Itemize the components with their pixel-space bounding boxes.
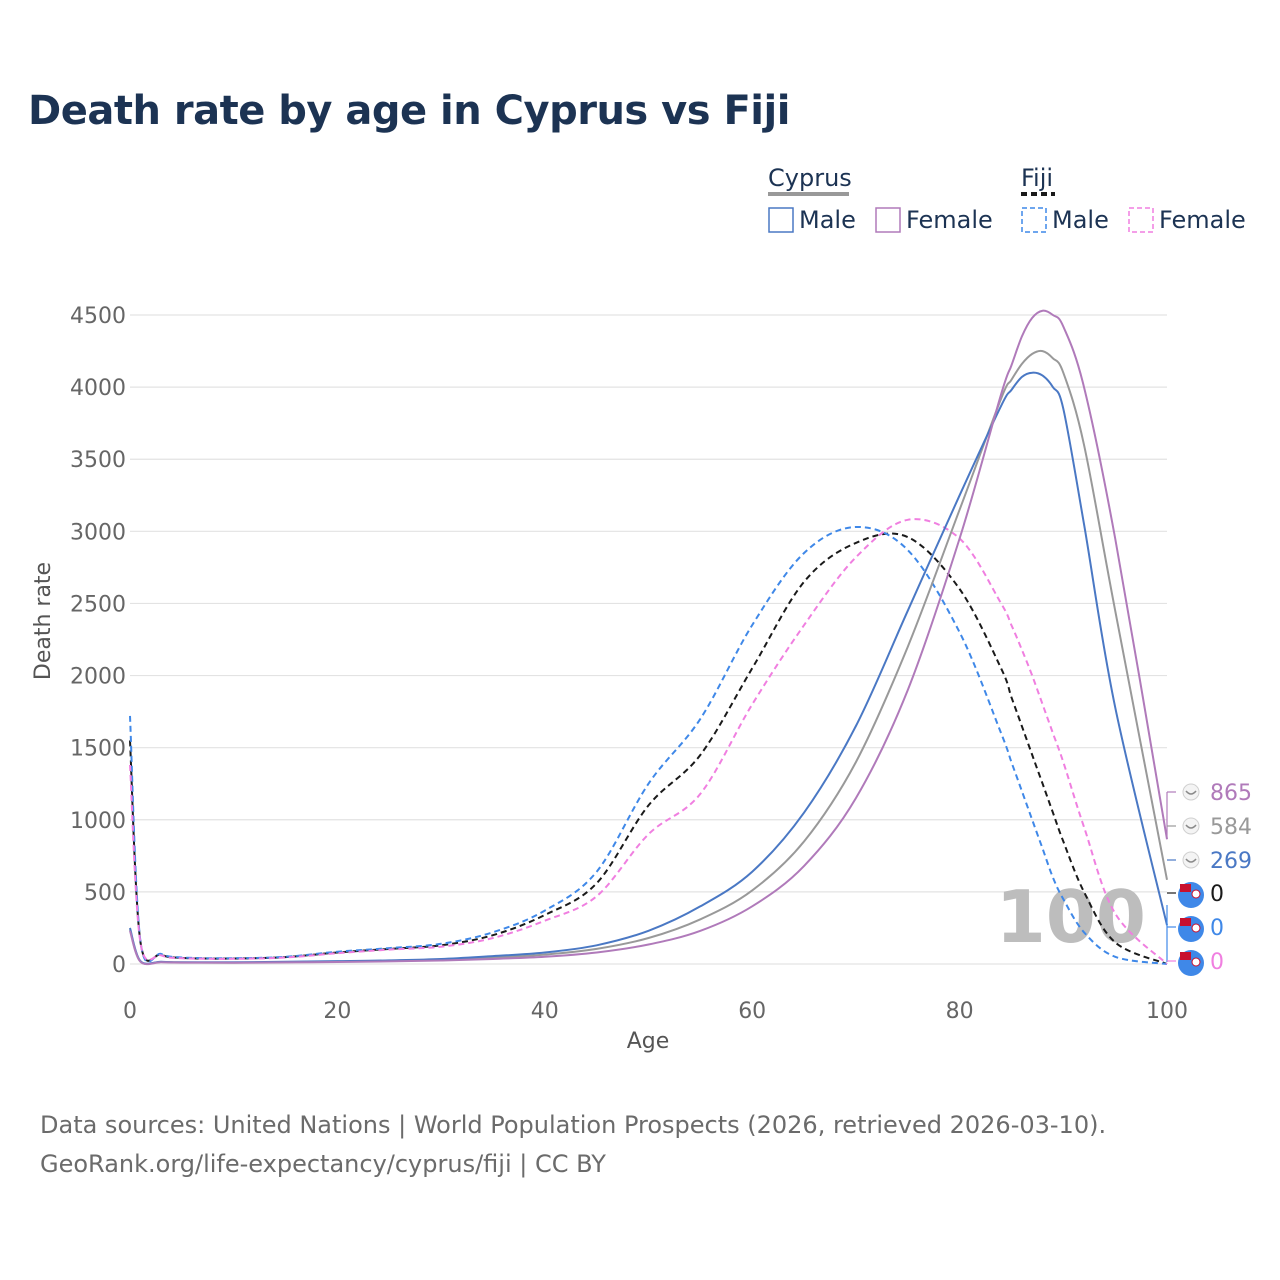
- y-tick-label: 1000: [70, 809, 126, 834]
- legend-swatch-cyprus-female[interactable]: [875, 207, 901, 233]
- legend-label-fiji-male[interactable]: Male: [1052, 206, 1109, 234]
- legend-swatch-fiji-male[interactable]: [1021, 207, 1047, 233]
- fiji-flag-icon: [1178, 916, 1204, 942]
- cyprus-flag-icon: [1182, 783, 1200, 801]
- legend-group-cyprus[interactable]: Cyprus: [768, 164, 852, 192]
- footer-source: Data sources: United Nations | World Pop…: [40, 1111, 1107, 1139]
- chart-area: Cyprus Male Female Fiji Male Female 0 500…: [31, 164, 1252, 1054]
- y-tick-label: 3000: [70, 520, 126, 545]
- chart-title: Death rate by age in Cyprus vs Fiji: [28, 88, 790, 134]
- legend-label-cyprus-female[interactable]: Female: [906, 206, 993, 234]
- end-label: 865: [1210, 781, 1252, 806]
- x-tick-label: 40: [531, 999, 559, 1024]
- end-label: 0: [1210, 916, 1224, 941]
- series-line-cyprus-total[interactable]: [129, 349, 1168, 965]
- series-line-fiji-total[interactable]: [129, 532, 1168, 965]
- legend-group-fiji[interactable]: Fiji: [1021, 164, 1053, 192]
- end-label: 269: [1210, 849, 1252, 874]
- y-tick-label: 4000: [70, 376, 126, 401]
- legend-label-fiji-female[interactable]: Female: [1159, 206, 1246, 234]
- legend-label-cyprus-male[interactable]: Male: [799, 206, 856, 234]
- end-label: 0: [1210, 950, 1224, 975]
- x-tick-label: 60: [738, 999, 766, 1024]
- fiji-flag-icon: [1178, 950, 1204, 976]
- y-tick-label: 4500: [70, 304, 126, 329]
- y-tick-label: 3500: [70, 448, 126, 473]
- x-axis-label: Age: [627, 1029, 670, 1054]
- footer-link[interactable]: GeoRank.org/life-expectancy/cyprus/fiji …: [40, 1150, 606, 1178]
- y-tick-label: 2500: [70, 592, 126, 617]
- y-tick-label: 1500: [70, 737, 126, 762]
- legend-swatch-cyprus-male[interactable]: [768, 207, 794, 233]
- gridlines: [130, 314, 1167, 965]
- x-axis-ticks: 0 20 40 60 80 100: [123, 999, 1188, 1024]
- end-label: 584: [1210, 815, 1252, 840]
- x-tick-label: 20: [323, 999, 351, 1024]
- footer: Data sources: United Nations | World Pop…: [40, 1106, 1106, 1184]
- age-overlay: 100: [996, 875, 1146, 959]
- legend-swatch-fiji-female[interactable]: [1128, 207, 1154, 233]
- legend: Cyprus Male Female Fiji Male Female: [768, 164, 1246, 234]
- y-tick-label: 500: [84, 881, 126, 906]
- x-tick-label: 0: [123, 999, 137, 1024]
- cyprus-flag-icon: [1182, 817, 1200, 835]
- series-lines: [129, 309, 1168, 966]
- cyprus-flag-icon: [1182, 851, 1200, 869]
- y-axis-ticks: 0 500 1000 1500 2000 2500 3000 3500 4000 4500: [70, 304, 126, 978]
- end-labels: 865 584 269 0 0 0: [1166, 781, 1252, 976]
- y-tick-label: 2000: [70, 665, 126, 690]
- y-tick-label: 0: [112, 953, 126, 978]
- series-line-cyprus-female[interactable]: [129, 309, 1168, 966]
- x-tick-label: 80: [946, 999, 974, 1024]
- fiji-flag-icon: [1178, 882, 1204, 908]
- end-label: 0: [1210, 882, 1224, 907]
- y-axis-label: Death rate: [31, 562, 56, 680]
- x-tick-label: 100: [1146, 999, 1188, 1024]
